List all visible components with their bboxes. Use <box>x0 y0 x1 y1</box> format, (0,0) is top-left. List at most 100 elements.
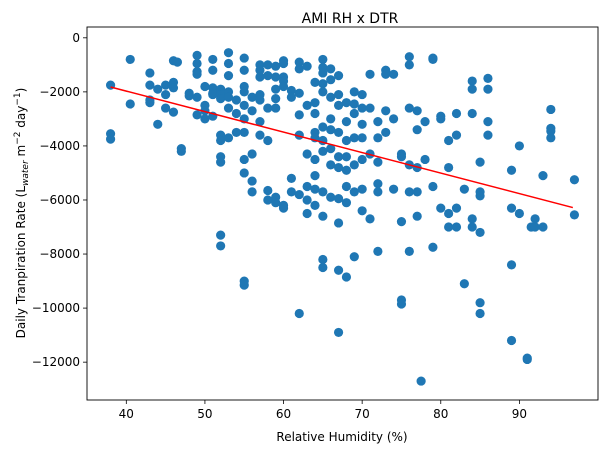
data-point <box>506 335 517 346</box>
data-point <box>444 208 454 219</box>
data-point <box>231 95 241 105</box>
points-layer <box>105 48 580 386</box>
data-point <box>349 187 359 197</box>
y-tick-label: −8000 <box>39 247 80 261</box>
data-point <box>318 262 328 273</box>
data-point <box>153 119 163 129</box>
y-axis-ticks: 0 −2000 −4000 −6000 −8000 −10000 −12000 <box>32 31 87 369</box>
data-point <box>263 71 273 81</box>
data-point <box>341 198 352 208</box>
data-point <box>105 134 116 144</box>
data-point <box>208 65 218 75</box>
data-point <box>286 187 296 197</box>
data-point <box>192 50 202 60</box>
y-tick-label: −10000 <box>32 301 80 315</box>
y-axis-label-subscript: water <box>21 159 31 186</box>
data-point <box>326 114 336 124</box>
data-point <box>200 114 210 124</box>
data-point <box>333 162 344 173</box>
data-point <box>168 83 179 93</box>
data-point <box>192 92 202 102</box>
data-point <box>396 299 407 309</box>
data-point <box>459 279 469 289</box>
data-point <box>349 160 359 170</box>
data-point <box>294 189 304 200</box>
data-point <box>286 173 296 183</box>
data-point <box>223 58 234 69</box>
data-point <box>278 203 289 213</box>
data-point <box>475 227 485 238</box>
data-point <box>310 171 320 181</box>
data-point <box>373 246 383 256</box>
y-tick-label: −6000 <box>39 193 80 207</box>
data-point <box>341 152 352 162</box>
data-point <box>161 80 171 90</box>
data-point <box>223 92 234 102</box>
data-point <box>263 103 273 113</box>
data-point <box>333 194 344 204</box>
data-point <box>483 130 493 140</box>
data-point <box>389 114 399 124</box>
y-axis-label-close: ) <box>14 88 28 93</box>
data-point <box>145 98 155 108</box>
y-tick-label: −12000 <box>32 355 80 369</box>
data-point <box>333 152 344 162</box>
data-point <box>255 130 265 140</box>
data-point <box>208 54 218 65</box>
data-point <box>467 76 477 86</box>
data-point <box>326 160 336 170</box>
data-point <box>373 187 383 197</box>
data-point <box>255 72 265 82</box>
data-point <box>341 165 352 175</box>
data-point <box>302 181 312 192</box>
data-point <box>318 254 328 265</box>
data-point <box>302 208 312 219</box>
data-point <box>475 191 485 201</box>
data-point <box>365 103 375 113</box>
data-point <box>223 103 234 113</box>
data-point <box>318 79 328 89</box>
data-point <box>326 144 336 154</box>
data-point <box>318 122 328 132</box>
data-point <box>428 181 438 192</box>
data-point <box>239 53 249 63</box>
data-point <box>263 60 273 70</box>
data-point <box>263 195 273 205</box>
x-tick-label: 70 <box>355 407 370 421</box>
data-point <box>451 203 462 213</box>
data-point <box>428 242 438 252</box>
data-point <box>302 149 312 159</box>
data-point <box>436 114 446 124</box>
data-point <box>216 94 226 104</box>
data-point <box>302 100 312 110</box>
data-point <box>255 95 265 105</box>
y-axis-label-unit-day: day <box>14 106 28 132</box>
data-point <box>333 100 344 110</box>
data-point <box>546 126 556 136</box>
x-axis-label: Relative Humidity (%) <box>276 430 407 444</box>
data-point <box>467 108 477 119</box>
data-point <box>341 98 352 108</box>
data-point <box>294 110 304 120</box>
data-point <box>333 127 344 138</box>
data-point <box>125 99 135 109</box>
data-point <box>271 61 281 71</box>
data-point <box>404 103 414 113</box>
data-point <box>389 184 399 194</box>
data-point <box>255 117 265 127</box>
data-point <box>467 84 477 94</box>
x-axis-ticks: 40 50 60 70 80 90 <box>119 400 527 421</box>
data-point <box>239 168 249 178</box>
data-point <box>161 89 171 100</box>
data-point <box>530 214 540 224</box>
data-point <box>538 171 548 181</box>
data-point <box>216 241 226 251</box>
data-point <box>247 92 257 102</box>
data-point <box>483 117 493 127</box>
data-point <box>302 61 312 71</box>
data-point <box>176 146 186 156</box>
data-point <box>161 103 171 113</box>
data-point <box>451 108 462 119</box>
data-point <box>294 88 304 98</box>
data-point <box>223 71 234 81</box>
